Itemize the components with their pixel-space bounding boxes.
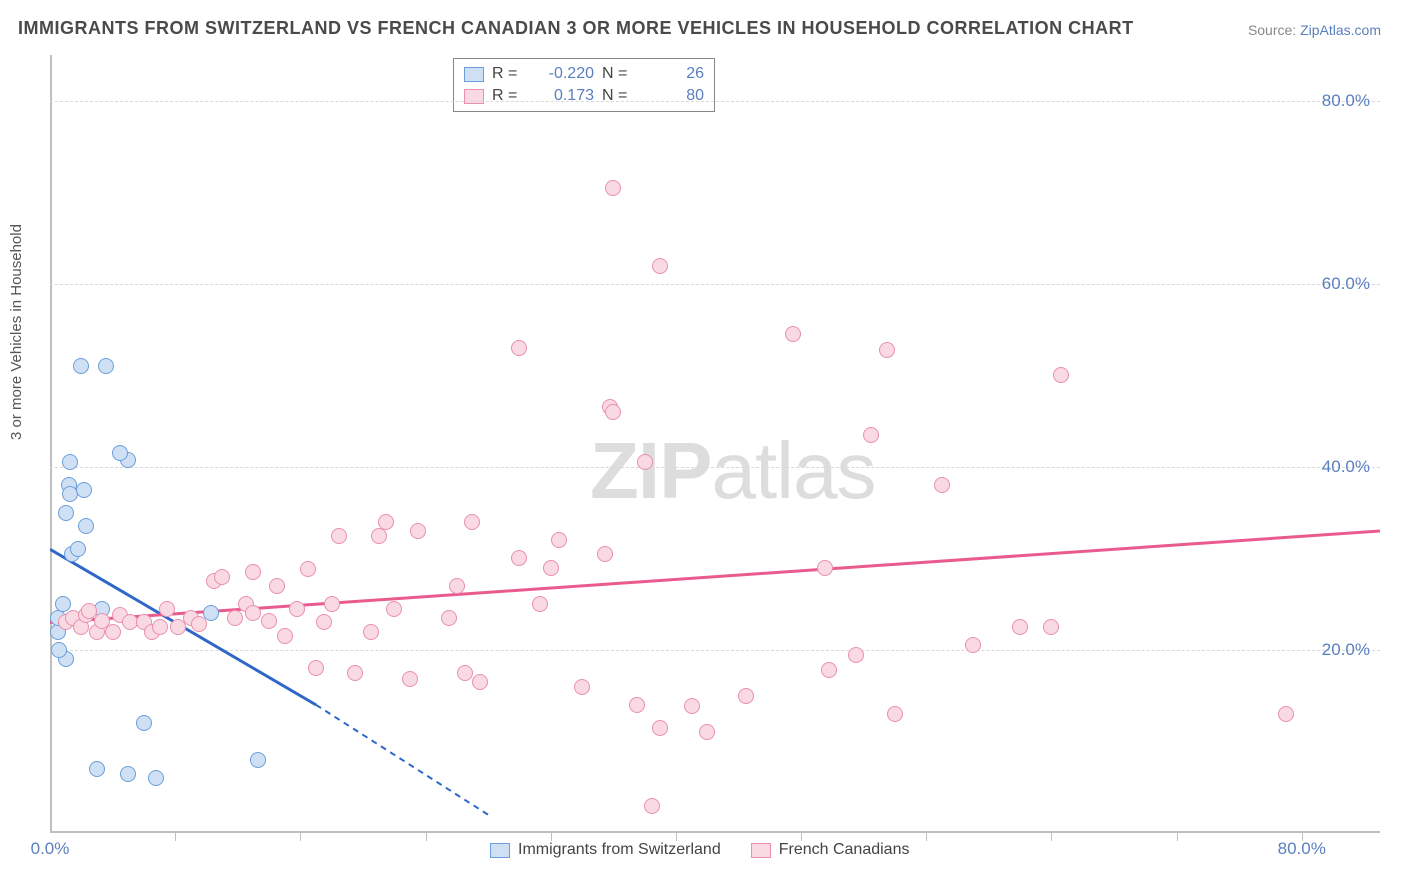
data-point	[148, 770, 164, 786]
data-point	[402, 671, 418, 687]
data-point	[76, 482, 92, 498]
data-point	[605, 180, 621, 196]
data-point	[605, 404, 621, 420]
source-value: ZipAtlas.com	[1300, 22, 1381, 38]
data-point	[331, 528, 347, 544]
plot-area: ZIPatlas R = -0.220 N = 26 R = 0.173 N =…	[50, 55, 1380, 855]
data-point	[464, 514, 480, 530]
trend-lines	[50, 55, 1380, 855]
data-point	[821, 662, 837, 678]
data-point	[324, 596, 340, 612]
data-point	[316, 614, 332, 630]
data-point	[1012, 619, 1028, 635]
data-point	[105, 624, 121, 640]
data-point	[55, 596, 71, 612]
y-axis-label: 3 or more Vehicles in Household	[8, 224, 25, 440]
data-point	[363, 624, 379, 640]
data-point	[848, 647, 864, 663]
data-point	[245, 605, 261, 621]
data-point	[652, 258, 668, 274]
data-point	[62, 454, 78, 470]
data-point	[1053, 367, 1069, 383]
data-point	[532, 596, 548, 612]
data-point	[277, 628, 293, 644]
chart-title: IMMIGRANTS FROM SWITZERLAND VS FRENCH CA…	[18, 18, 1134, 39]
data-point	[73, 358, 89, 374]
data-point	[89, 761, 105, 777]
data-point	[629, 697, 645, 713]
data-point	[597, 546, 613, 562]
data-point	[78, 518, 94, 534]
data-point	[684, 698, 700, 714]
data-point	[250, 752, 266, 768]
data-point	[214, 569, 230, 585]
data-point	[934, 477, 950, 493]
data-point	[817, 560, 833, 576]
data-point	[574, 679, 590, 695]
data-point	[261, 613, 277, 629]
data-point	[300, 561, 316, 577]
data-point	[543, 560, 559, 576]
data-point	[289, 601, 305, 617]
source-label: Source:	[1248, 22, 1300, 38]
data-point	[511, 550, 527, 566]
data-point	[51, 642, 67, 658]
data-point	[136, 715, 152, 731]
data-point	[472, 674, 488, 690]
data-point	[637, 454, 653, 470]
data-point	[98, 358, 114, 374]
data-point	[410, 523, 426, 539]
data-point	[159, 601, 175, 617]
data-point	[738, 688, 754, 704]
data-point	[58, 505, 74, 521]
data-point	[863, 427, 879, 443]
data-point	[551, 532, 567, 548]
data-point	[347, 665, 363, 681]
source-attribution: Source: ZipAtlas.com	[1248, 22, 1381, 38]
data-point	[965, 637, 981, 653]
data-point	[441, 610, 457, 626]
data-point	[1278, 706, 1294, 722]
data-point	[887, 706, 903, 722]
data-point	[644, 798, 660, 814]
data-point	[511, 340, 527, 356]
data-point	[308, 660, 324, 676]
data-point	[1043, 619, 1059, 635]
data-point	[112, 445, 128, 461]
data-point	[152, 619, 168, 635]
data-point	[457, 665, 473, 681]
data-point	[269, 578, 285, 594]
data-point	[70, 541, 86, 557]
data-point	[203, 605, 219, 621]
chart-area: ZIPatlas R = -0.220 N = 26 R = 0.173 N =…	[50, 55, 1380, 855]
data-point	[785, 326, 801, 342]
data-point	[449, 578, 465, 594]
data-point	[191, 616, 207, 632]
data-point	[227, 610, 243, 626]
data-point	[245, 564, 261, 580]
data-point	[120, 766, 136, 782]
data-point	[386, 601, 402, 617]
data-point	[652, 720, 668, 736]
data-point	[378, 514, 394, 530]
data-point	[371, 528, 387, 544]
data-point	[879, 342, 895, 358]
data-point	[699, 724, 715, 740]
